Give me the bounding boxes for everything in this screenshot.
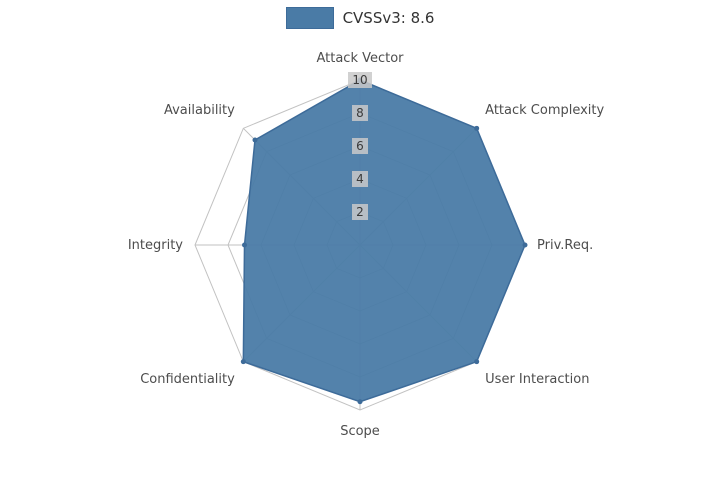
axis-label: Availability: [164, 103, 235, 118]
legend-label: CVSSv3: 8.6: [342, 9, 435, 27]
radial-tick-bg: [352, 105, 368, 121]
radar-series-vertex: [252, 137, 258, 143]
radar-series-vertex: [474, 359, 480, 365]
axis-label: Confidentiality: [140, 372, 235, 387]
radial-tick-label: 4: [356, 172, 364, 186]
axis-label: Integrity: [128, 238, 183, 253]
axis-label: Priv.Req.: [537, 238, 593, 253]
radial-tick-label: 8: [356, 106, 364, 120]
axis-label: Scope: [340, 424, 380, 439]
radial-tick-bg: [352, 138, 368, 154]
axis-label: Attack Complexity: [485, 103, 604, 118]
axis-label: Attack Vector: [316, 51, 404, 66]
radial-tick-label: 10: [352, 73, 367, 87]
radar-series-vertex: [522, 242, 528, 248]
legend: CVSSv3: 8.6: [0, 7, 720, 29]
radar-series-vertex: [357, 399, 363, 405]
axis-label: User Interaction: [485, 372, 589, 387]
radial-tick-bg: [352, 204, 368, 220]
radar-series-vertex: [242, 242, 247, 248]
radial-tick-label: 6: [356, 139, 364, 153]
radar-series-vertex: [240, 359, 246, 365]
radial-tick-bg: [348, 72, 372, 88]
radial-tick-bg: [352, 171, 368, 187]
legend-swatch: [285, 7, 334, 29]
radar-series-vertex: [474, 125, 480, 131]
radar-series-polygon: [242, 79, 526, 403]
radial-tick-label: 2: [356, 205, 364, 219]
